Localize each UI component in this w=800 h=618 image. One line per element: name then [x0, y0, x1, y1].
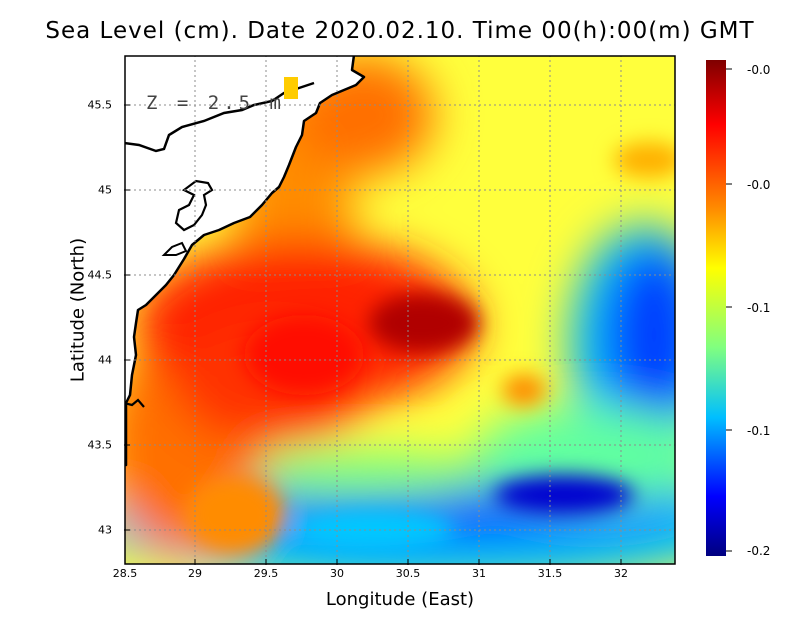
colorbar-ticks [726, 68, 732, 552]
sea-field-detail [184, 142, 675, 555]
liman-outline [161, 241, 188, 256]
x-tick-label: 29 [188, 567, 202, 580]
y-tick-label: 45.5 [87, 98, 113, 112]
colorbar-tick-label: -0.2 [747, 544, 771, 558]
x-tick-label: 30.5 [395, 567, 421, 580]
x-tick-label: 29.5 [253, 567, 279, 580]
colorbar-gradient [706, 60, 726, 556]
y-tick-label: 43.5 [87, 438, 113, 452]
x-tick-label: 31.5 [537, 567, 563, 580]
y-axis-label: Latitude (North) [67, 237, 89, 383]
x-tick-label: 28.5 [112, 567, 138, 580]
lagoon-outline [174, 179, 214, 232]
land-mass [125, 56, 366, 467]
depth-label: Z = 2.5 m [146, 92, 285, 114]
y-tick-label: 44.5 [87, 268, 113, 282]
colorbar [706, 60, 732, 556]
x-tick-label: 31 [472, 567, 486, 580]
y-tick-label: 45 [98, 183, 112, 197]
colorbar-tick-label: -0.1 [747, 424, 771, 438]
y-tick-label: 44 [98, 353, 112, 367]
colorbar-tick-label: -0.0 [747, 63, 771, 77]
coastline-south [125, 398, 145, 408]
sea-level-map [124, 55, 676, 565]
y-tick-label: 43 [98, 523, 112, 537]
colorbar-tick-label: -0.1 [747, 301, 771, 315]
coastline-north [125, 81, 315, 153]
plot-title: Sea Level (cm). Date 2020.02.10. Time 00… [45, 18, 755, 44]
plot-frame [124, 55, 676, 565]
x-tick-label: 30 [330, 567, 344, 580]
colorbar-tick-label: -0.0 [747, 178, 771, 192]
graticule [125, 56, 675, 564]
delta-patch [284, 77, 298, 99]
x-axis-label: Longitude (East) [325, 589, 475, 610]
axis-ticks [124, 104, 622, 565]
x-tick-label: 32 [614, 567, 628, 580]
